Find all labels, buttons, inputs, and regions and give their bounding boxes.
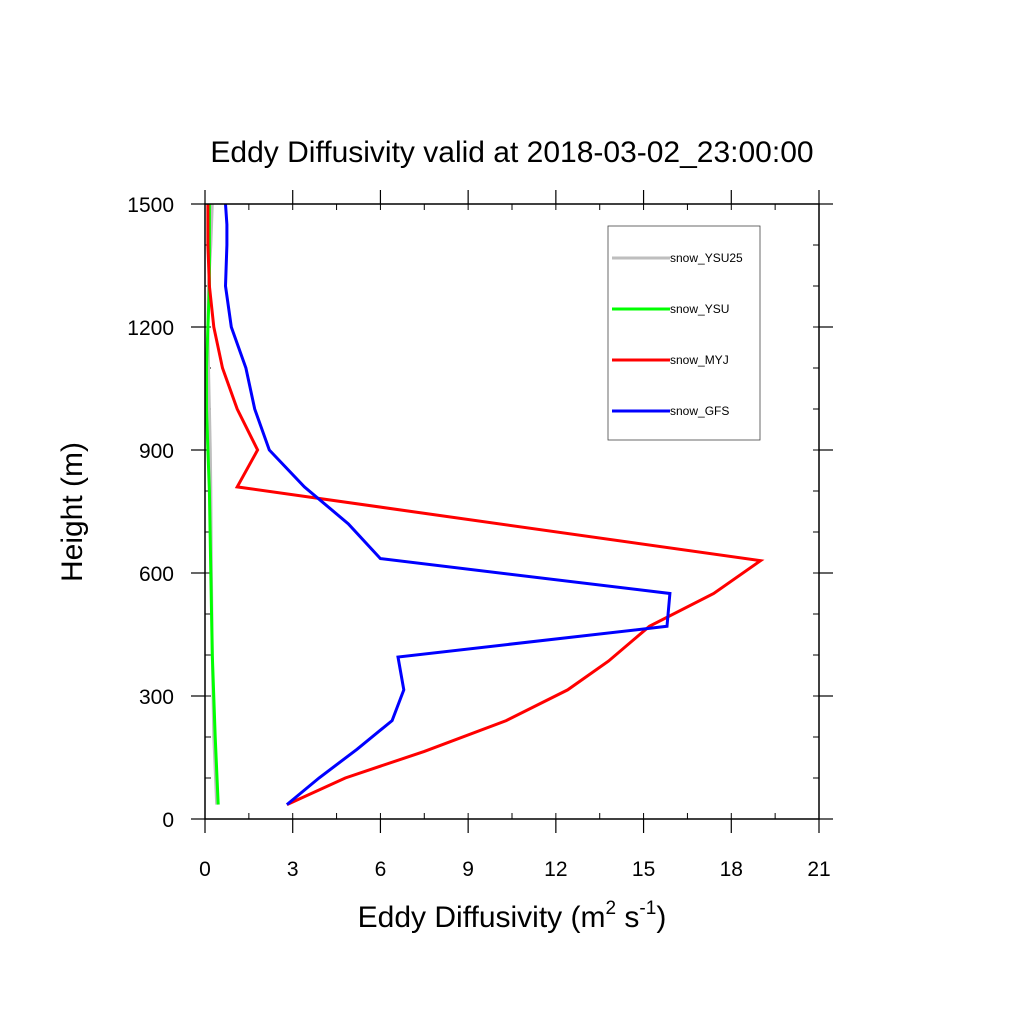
x-tick-label: 0 — [199, 858, 211, 881]
y-axis-label: Height (m) — [56, 442, 89, 582]
chart-title: Eddy Diffusivity valid at 2018-03-02_23:… — [210, 136, 813, 169]
series-line-snow-gfs — [223, 203, 672, 806]
legend-label: snow_GFS — [670, 404, 729, 418]
legend-label: snow_YSU — [670, 302, 729, 316]
y-tick-label: 0 — [162, 809, 174, 832]
x-tick-label: 9 — [462, 858, 474, 881]
y-tick-label: 900 — [139, 440, 174, 463]
series-line-snow-myj — [206, 204, 765, 806]
legend-label: snow_YSU25 — [670, 251, 743, 265]
legend-box — [607, 225, 761, 441]
x-axis-label: Eddy Diffusivity (m2 s-1) — [358, 898, 667, 934]
legend: snow_YSU25 snow_YSU snow_MYJ snow_GFS — [607, 225, 761, 441]
x-tick-label: 21 — [807, 858, 830, 881]
x-tick-label: 18 — [720, 858, 743, 881]
x-tick-label: 3 — [287, 858, 299, 881]
y-tick-label: 600 — [139, 563, 174, 586]
legend-label: snow_MYJ — [670, 353, 729, 367]
y-tick-label: 1500 — [127, 194, 174, 217]
x-tick-label: 15 — [632, 858, 655, 881]
x-tick-label: 6 — [375, 858, 387, 881]
series-lines — [205, 203, 765, 806]
x-tick-labels: 0 3 6 9 12 15 18 21 — [199, 858, 831, 881]
x-tick-label: 12 — [544, 858, 567, 881]
y-tick-label: 300 — [139, 686, 174, 709]
y-tick-label: 1200 — [127, 317, 174, 340]
plot-frame — [204, 203, 820, 820]
y-tick-labels: 0 300 600 900 1200 1500 — [127, 194, 174, 832]
